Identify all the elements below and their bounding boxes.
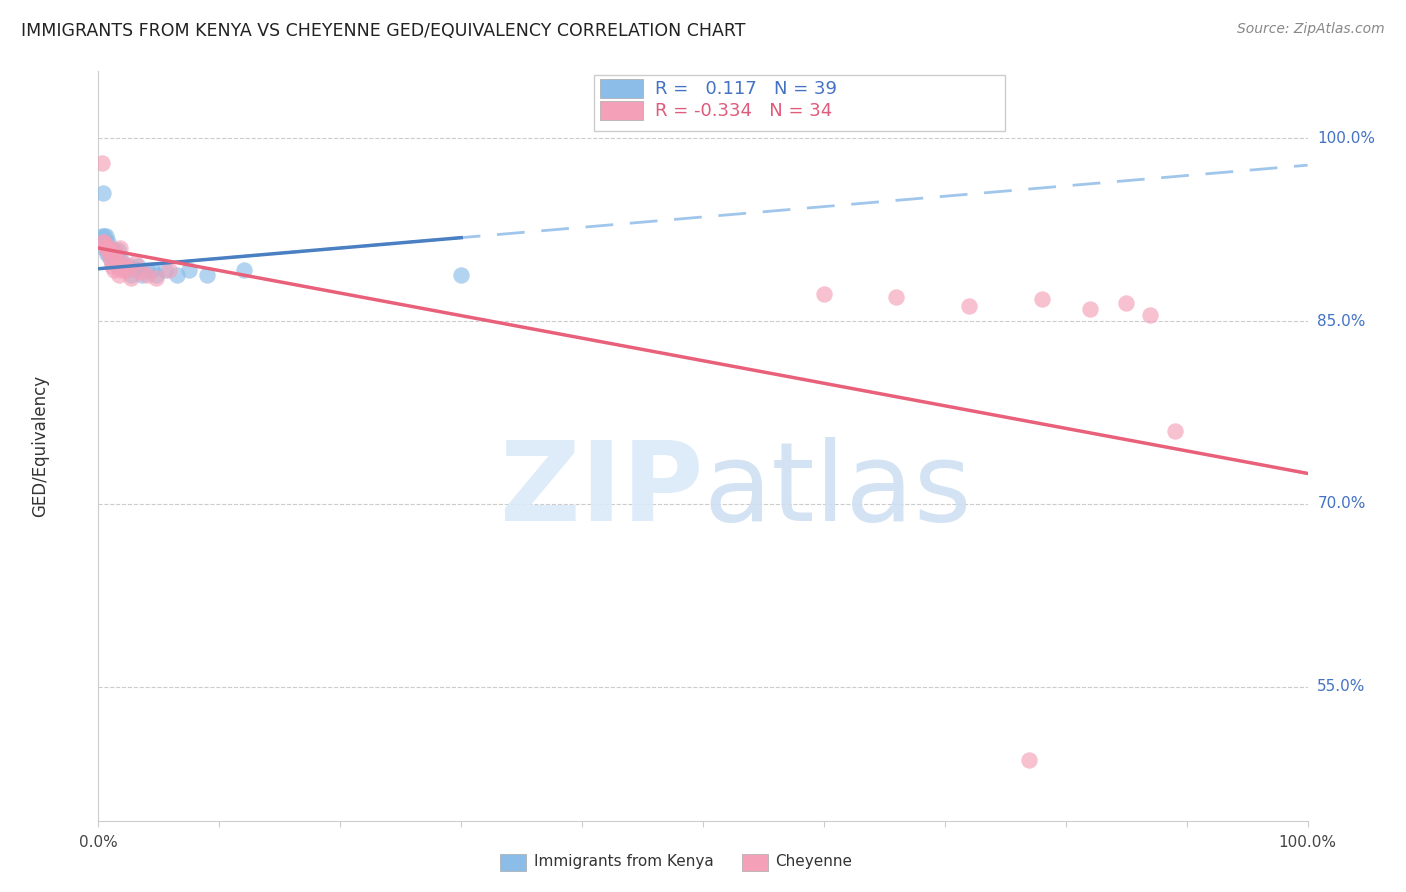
Point xyxy=(135,263,157,277)
Point xyxy=(117,263,139,277)
Point xyxy=(131,268,153,282)
Point xyxy=(100,247,122,261)
Point xyxy=(103,253,125,268)
Text: 100.0%: 100.0% xyxy=(1278,835,1337,850)
FancyBboxPatch shape xyxy=(600,102,643,120)
Text: 100.0%: 100.0% xyxy=(1317,131,1375,146)
Point xyxy=(93,241,115,255)
Point xyxy=(124,255,146,269)
Point xyxy=(100,260,122,274)
Point xyxy=(108,253,131,268)
Text: Source: ZipAtlas.com: Source: ZipAtlas.com xyxy=(1237,22,1385,37)
Point xyxy=(108,241,131,255)
Point xyxy=(108,258,131,272)
Text: ZIP: ZIP xyxy=(499,437,703,544)
Point xyxy=(94,241,117,255)
Point xyxy=(104,247,127,261)
Point xyxy=(98,247,121,261)
Point xyxy=(114,263,136,277)
Point xyxy=(135,268,157,282)
Point xyxy=(195,268,218,282)
Point xyxy=(91,186,114,201)
Point xyxy=(120,268,142,282)
Point xyxy=(120,271,142,285)
Point xyxy=(886,290,908,304)
Point xyxy=(1139,308,1161,322)
Point xyxy=(91,228,114,243)
Point xyxy=(1031,292,1053,306)
Point xyxy=(100,244,122,258)
Point xyxy=(124,261,146,276)
Point xyxy=(105,253,128,268)
Text: R =   0.117   N = 39: R = 0.117 N = 39 xyxy=(655,79,837,97)
FancyBboxPatch shape xyxy=(600,78,643,97)
Point xyxy=(110,263,132,277)
Text: atlas: atlas xyxy=(703,437,972,544)
Point xyxy=(104,244,127,258)
Point xyxy=(141,263,163,277)
Point xyxy=(957,300,980,314)
Text: 55.0%: 55.0% xyxy=(1317,679,1365,694)
Point xyxy=(97,244,120,258)
Point xyxy=(179,263,201,277)
Point xyxy=(1163,424,1185,438)
Point xyxy=(114,260,136,274)
Point xyxy=(1115,296,1137,310)
Point xyxy=(91,235,114,249)
Point xyxy=(166,268,188,282)
Point xyxy=(91,155,114,169)
Point xyxy=(110,253,132,268)
Point xyxy=(232,263,254,277)
Point xyxy=(96,238,118,252)
Point xyxy=(145,271,167,285)
Point xyxy=(107,244,129,258)
Point xyxy=(100,253,122,268)
Text: 0.0%: 0.0% xyxy=(79,835,118,850)
Point xyxy=(94,235,117,249)
Point xyxy=(118,260,141,274)
Point xyxy=(94,228,117,243)
Point xyxy=(107,260,129,274)
FancyBboxPatch shape xyxy=(742,855,768,871)
Point xyxy=(157,263,180,277)
Text: GED/Equivalency: GED/Equivalency xyxy=(31,375,49,517)
Point xyxy=(96,241,118,255)
Point xyxy=(153,263,176,277)
Text: IMMIGRANTS FROM KENYA VS CHEYENNE GED/EQUIVALENCY CORRELATION CHART: IMMIGRANTS FROM KENYA VS CHEYENNE GED/EQ… xyxy=(21,22,745,40)
Point xyxy=(100,253,122,268)
FancyBboxPatch shape xyxy=(595,75,1005,131)
Point xyxy=(813,287,835,301)
Point xyxy=(127,260,149,274)
Point xyxy=(1018,753,1040,767)
Point xyxy=(105,258,128,272)
Point xyxy=(98,247,121,261)
Point xyxy=(1078,301,1101,316)
Point xyxy=(101,244,124,258)
Point xyxy=(129,265,152,279)
Text: 70.0%: 70.0% xyxy=(1317,496,1365,511)
Text: Immigrants from Kenya: Immigrants from Kenya xyxy=(534,855,713,870)
FancyBboxPatch shape xyxy=(501,855,526,871)
Point xyxy=(93,235,115,249)
Point xyxy=(111,255,134,269)
Text: 85.0%: 85.0% xyxy=(1317,314,1365,328)
Point xyxy=(103,263,125,277)
Text: Cheyenne: Cheyenne xyxy=(776,855,852,870)
Point xyxy=(111,258,134,272)
Point xyxy=(97,244,120,258)
Point xyxy=(97,235,120,249)
Point xyxy=(93,228,115,243)
Text: R = -0.334   N = 34: R = -0.334 N = 34 xyxy=(655,102,832,120)
Point xyxy=(108,268,131,282)
Point xyxy=(98,241,121,255)
Point xyxy=(96,247,118,261)
Point xyxy=(450,268,472,282)
Point xyxy=(145,268,167,282)
